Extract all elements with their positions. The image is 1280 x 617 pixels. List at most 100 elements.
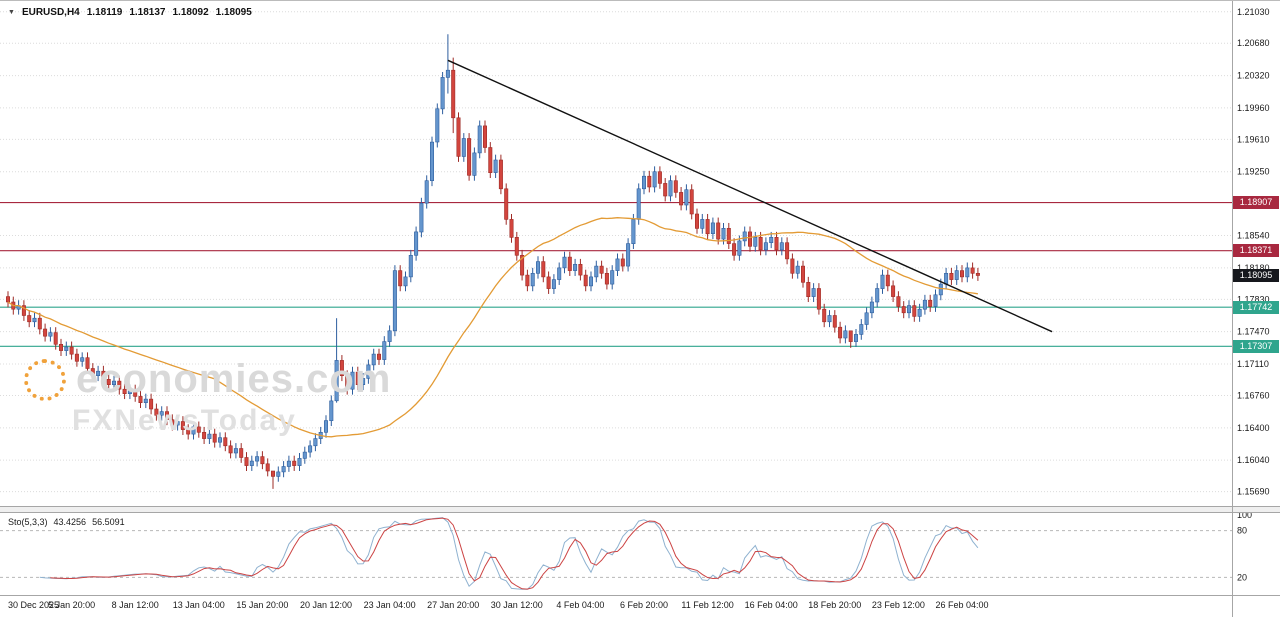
candle-bull	[218, 437, 223, 443]
price-tick-label: 1.19960	[1237, 103, 1270, 113]
candle-bull	[334, 360, 339, 402]
candle-bear	[149, 398, 154, 410]
candle-bear	[90, 368, 95, 376]
candle-bull	[281, 466, 286, 473]
candle-bear	[509, 219, 514, 238]
candle-bear	[514, 237, 519, 256]
candle-bear	[604, 272, 609, 285]
candle-bear	[758, 237, 763, 251]
candle-bear	[800, 265, 805, 283]
moving-average-line[interactable]	[7, 217, 978, 438]
candle-bull	[721, 228, 726, 240]
candle-bull	[944, 272, 949, 285]
price-tick-label: 1.16400	[1237, 423, 1270, 433]
candle-bull	[530, 272, 535, 287]
candle-bull	[573, 263, 578, 271]
candle-bear	[212, 433, 217, 443]
candle-bull	[859, 324, 864, 335]
candle-bear	[228, 445, 233, 454]
candle-bull	[875, 288, 880, 303]
candle-bull	[276, 471, 281, 477]
candle-bull	[763, 242, 768, 251]
date-label: 15 Jan 20:00	[236, 600, 288, 610]
candle-bear	[647, 175, 652, 188]
candle-bull	[917, 308, 922, 317]
sto-level-label: 20	[1237, 572, 1247, 582]
candle-bear	[949, 272, 954, 280]
candle-bull	[811, 288, 816, 297]
date-label: 11 Feb 12:00	[681, 600, 733, 610]
candle-bull	[965, 267, 970, 278]
candle-bull	[864, 312, 869, 325]
candle-bear	[165, 411, 170, 421]
candle-bull	[906, 305, 911, 314]
candle-bull	[249, 460, 254, 466]
candle-bear	[620, 258, 625, 267]
candle-bear	[679, 192, 684, 206]
candle-bull	[191, 426, 196, 435]
descending-trendline[interactable]	[447, 59, 1053, 333]
candle-bull	[631, 219, 636, 244]
candle-bear	[270, 470, 275, 477]
candle-bear	[488, 147, 493, 174]
candle-bear	[223, 437, 228, 447]
candle-bear	[451, 69, 456, 119]
date-label: 6 Feb 20:00	[620, 600, 668, 610]
candle-bear	[822, 308, 827, 323]
candle-bear	[122, 388, 127, 395]
candle-bull	[668, 180, 673, 197]
candle-bull	[96, 370, 101, 377]
candle-bear	[339, 360, 344, 376]
candle-bear	[975, 272, 980, 276]
candle-bull	[143, 398, 148, 404]
candle-bull	[80, 357, 85, 362]
candle-bull	[922, 299, 927, 310]
candle-bull	[159, 411, 164, 416]
candle-bear	[138, 396, 143, 403]
candle-bull	[880, 274, 885, 289]
candle-bear	[832, 315, 837, 328]
candle-bull	[700, 219, 705, 229]
candle-bull	[323, 420, 328, 433]
price-tick-label: 1.18540	[1237, 231, 1270, 241]
price-tick-label: 1.20320	[1237, 71, 1270, 81]
candle-bear	[202, 431, 207, 439]
candle-bull	[869, 301, 874, 314]
price-tick-label: 1.17830	[1237, 294, 1270, 304]
price-tick-label: 1.21030	[1237, 7, 1270, 17]
candle-bull	[795, 265, 800, 274]
candle-bull	[737, 240, 742, 256]
candle-bear	[292, 460, 297, 466]
candle-bear	[186, 429, 191, 435]
candle-bear	[583, 274, 588, 287]
candles-layer	[6, 34, 980, 489]
horizontal-lines-layer[interactable]	[0, 202, 1232, 347]
candle-bear	[959, 270, 964, 278]
symbol-dropdown-icon[interactable]: ▼	[8, 9, 15, 16]
candle-bull	[64, 346, 69, 351]
candle-bull	[175, 421, 180, 426]
price-tick-label: 1.19250	[1237, 167, 1270, 177]
quote-high: 1.18137	[129, 7, 166, 18]
pane-separator[interactable]	[0, 506, 1280, 513]
candle-bull	[594, 265, 599, 278]
candle-bull	[297, 458, 302, 466]
symbol-timeframe-label: EURUSD,H4	[21, 7, 80, 18]
candle-bull	[477, 125, 482, 154]
candle-bull	[127, 389, 132, 395]
candle-bear	[467, 138, 472, 176]
candle-bear	[239, 448, 244, 458]
trendline-layer[interactable]	[447, 59, 1053, 333]
date-label: 26 Feb 04:00	[935, 600, 988, 610]
candle-bull	[472, 152, 477, 176]
candle-bear	[6, 296, 11, 303]
price-tick-label: 1.16040	[1237, 455, 1270, 465]
candle-bear	[774, 237, 779, 251]
sto-level-label: 80	[1237, 526, 1247, 536]
candle-bull	[610, 270, 615, 285]
candle-bull	[933, 294, 938, 307]
date-label: 18 Feb 20:00	[808, 600, 861, 610]
candle-bull	[641, 175, 646, 190]
